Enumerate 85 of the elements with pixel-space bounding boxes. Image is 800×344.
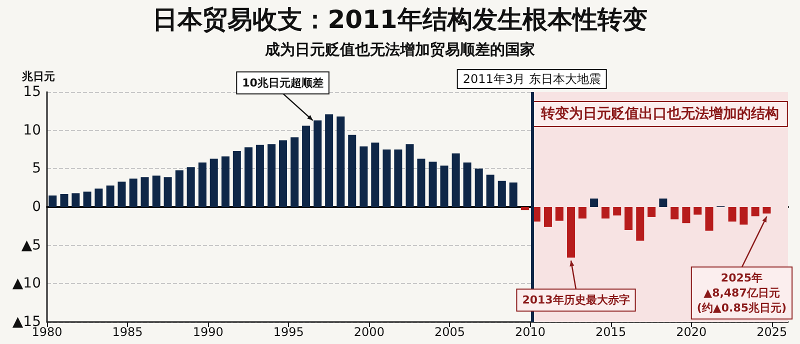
bar bbox=[728, 207, 736, 222]
bar bbox=[186, 167, 195, 207]
bar bbox=[740, 207, 748, 225]
x-tick-label: 1990 bbox=[192, 325, 224, 339]
band-label: 转变为日元贬值出口也无法增加的结构 bbox=[540, 105, 779, 122]
bar bbox=[463, 162, 472, 207]
bar bbox=[244, 147, 253, 207]
bar bbox=[371, 142, 380, 207]
bar bbox=[452, 153, 460, 207]
x-tick-label: 2005 bbox=[434, 325, 465, 339]
bar bbox=[544, 207, 552, 227]
bar bbox=[520, 207, 529, 210]
bar bbox=[682, 207, 690, 224]
bar bbox=[278, 140, 287, 207]
bar bbox=[555, 207, 564, 221]
bar bbox=[83, 192, 92, 207]
chart-title: 日本贸易收支：2011年结构发生根本性转变 bbox=[152, 5, 648, 34]
bar bbox=[590, 198, 598, 207]
bar bbox=[164, 177, 172, 207]
bar bbox=[256, 144, 264, 207]
bar bbox=[118, 182, 126, 207]
bar bbox=[221, 156, 230, 207]
bar bbox=[567, 207, 576, 258]
y-tick-label: 5 bbox=[32, 160, 41, 177]
x-tick-label: 2000 bbox=[354, 325, 384, 339]
bar bbox=[509, 182, 518, 207]
bar bbox=[498, 180, 506, 207]
bar bbox=[336, 116, 345, 207]
ref-line-label: 2011年3月 东日本大地震 bbox=[462, 72, 601, 86]
x-tick-label: 1980 bbox=[32, 325, 62, 339]
bar bbox=[762, 207, 771, 214]
bar bbox=[751, 207, 760, 216]
bar bbox=[152, 176, 160, 207]
chart-subtitle: 成为日元贬值也无法增加贸易顺差的国家 bbox=[264, 40, 535, 58]
y-tick-label: ▲5 bbox=[21, 237, 41, 254]
bar bbox=[290, 137, 299, 207]
bar bbox=[314, 120, 322, 207]
bar bbox=[440, 166, 448, 207]
bar bbox=[648, 207, 656, 217]
bar bbox=[140, 177, 149, 207]
bar bbox=[670, 207, 679, 220]
y-tick-label: 0 bbox=[32, 199, 41, 215]
bar bbox=[613, 207, 622, 216]
bar bbox=[232, 151, 241, 207]
bar bbox=[60, 194, 68, 207]
y-tick-label: 10 bbox=[23, 122, 41, 138]
y-tick-label: ▲10 bbox=[12, 276, 41, 292]
annotation: 10兆日元超顺差 bbox=[242, 76, 324, 90]
annotation: 2025年 ▲8,487亿日元 (约▲0.85兆日元) bbox=[696, 272, 787, 315]
bar bbox=[129, 178, 138, 207]
bar bbox=[72, 193, 80, 207]
bar bbox=[302, 126, 310, 207]
bar bbox=[578, 207, 586, 218]
bar bbox=[268, 144, 276, 207]
x-tick-label: 2010 bbox=[514, 325, 546, 339]
bar bbox=[636, 207, 644, 241]
bar bbox=[474, 168, 483, 207]
bar bbox=[659, 198, 668, 207]
bar bbox=[624, 207, 633, 230]
x-tick-label: 2020 bbox=[676, 325, 707, 339]
bar bbox=[428, 162, 437, 207]
bar bbox=[417, 158, 426, 207]
bar bbox=[325, 114, 334, 207]
bar bbox=[175, 170, 184, 207]
bar bbox=[486, 174, 494, 207]
bar bbox=[198, 162, 206, 207]
bar bbox=[394, 150, 402, 207]
bar bbox=[48, 196, 57, 207]
x-tick-label: 2025 bbox=[756, 325, 788, 339]
x-tick-label: 1985 bbox=[112, 325, 143, 339]
bar bbox=[705, 207, 714, 231]
bar bbox=[406, 144, 414, 207]
bar bbox=[360, 146, 368, 207]
bar bbox=[210, 158, 218, 207]
bar bbox=[694, 207, 702, 215]
bar bbox=[94, 188, 103, 207]
x-tick-label: 1995 bbox=[273, 325, 304, 339]
y-tick-label: 15 bbox=[23, 84, 41, 100]
y-axis-title: 兆日元 bbox=[21, 70, 55, 83]
bar bbox=[382, 150, 391, 207]
x-tick-label: 2015 bbox=[596, 325, 626, 339]
bar bbox=[348, 134, 356, 207]
annotation: 2013年历史最大赤字 bbox=[522, 294, 630, 307]
bar bbox=[601, 207, 610, 218]
bar bbox=[106, 186, 114, 207]
